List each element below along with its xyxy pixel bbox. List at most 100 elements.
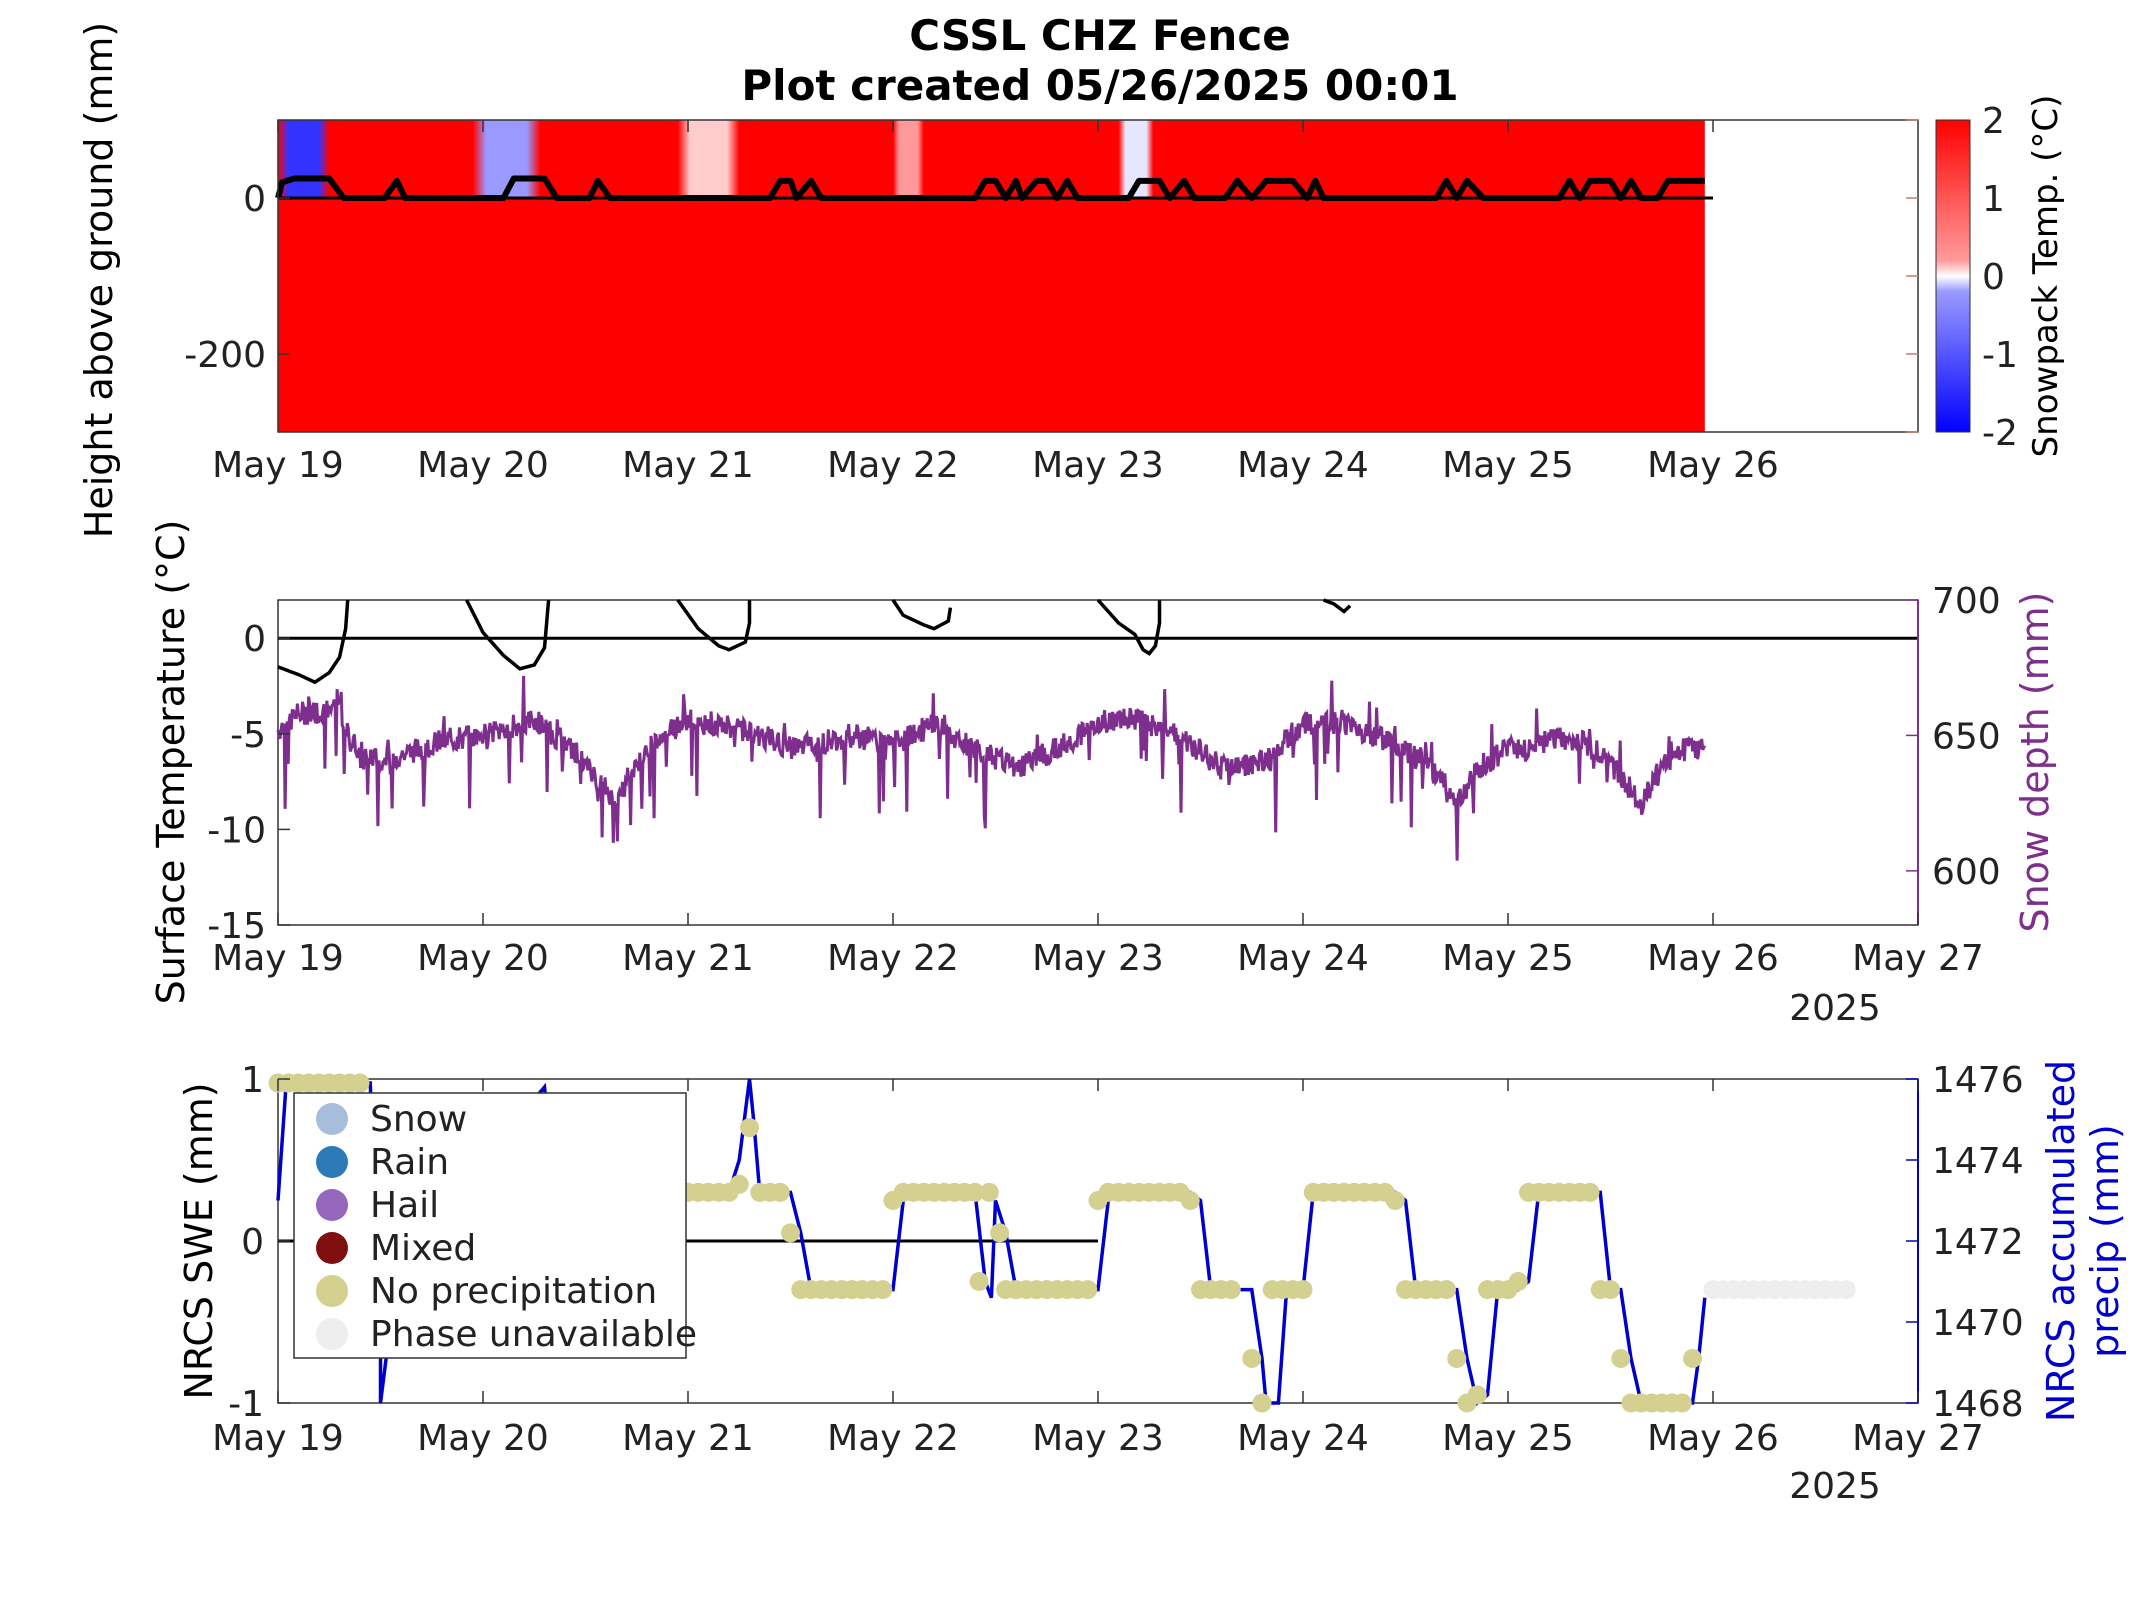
y-tick-label: 0 — [241, 1222, 264, 1263]
panel2-year-label: 2025 — [1789, 988, 1881, 1029]
y-tick-label: 1 — [241, 1060, 264, 1101]
no-precipitation-marker — [1611, 1348, 1631, 1368]
heatmap-cold-band — [278, 120, 330, 198]
x-tick-label: May 24 — [1237, 445, 1369, 486]
no-precipitation-marker — [990, 1223, 1010, 1243]
no-precipitation-marker — [1078, 1280, 1098, 1300]
heatmap-cold-band — [472, 120, 541, 198]
no-precipitation-marker — [770, 1182, 790, 1202]
panel2-y2-label: Snow depth (mm) — [2013, 592, 2057, 933]
no-precipitation-marker — [1447, 1348, 1467, 1368]
y-tick-label: 0 — [243, 619, 266, 660]
snow-depth-line — [276, 675, 1707, 861]
legend-label: Rain — [370, 1142, 449, 1183]
surface-temperature-line — [277, 599, 350, 685]
y-tick-label: 0 — [243, 179, 266, 220]
no-precipitation-marker — [1601, 1280, 1620, 1300]
y-tick-label: -10 — [207, 810, 266, 851]
no-precipitation-marker — [1180, 1191, 1200, 1210]
panel3-x-ticks: May 19 May 20 May 21 May 22 May 23 May 24 May … — [212, 1079, 1984, 1459]
chart-title: CSSL CHZ Fence — [909, 11, 1290, 60]
x-tick-label: May 23 — [1032, 445, 1164, 486]
no-precipitation-marker — [1385, 1191, 1405, 1210]
y2-tick-label: 1468 — [1932, 1384, 2024, 1425]
y-tick-label: -5 — [230, 715, 266, 756]
x-tick-label: May 20 — [417, 1418, 549, 1459]
colorbar-ticks: 2 1 0 -1 -2 — [1906, 101, 2018, 454]
legend-label: Snow — [370, 1099, 467, 1140]
x-tick-label: May 19 — [212, 938, 344, 979]
legend-marker — [316, 1318, 348, 1350]
panel3-year-label: 2025 — [1789, 1466, 1881, 1507]
no-precipitation-marker — [1580, 1182, 1600, 1202]
x-tick-label: May 20 — [417, 938, 549, 979]
x-tick-label: May 21 — [622, 1418, 754, 1459]
no-precipitation-marker — [1252, 1393, 1272, 1413]
y-tick-label: -200 — [184, 335, 266, 376]
x-tick-label: May 23 — [1032, 938, 1164, 979]
surface-temperature-line — [465, 599, 551, 671]
no-precipitation-marker — [969, 1272, 989, 1291]
surface-temperature-panel: 0 -5 -10 -15 700 650 600 May 19 May 20 May 21 Ma… — [149, 520, 2057, 1029]
phase-unavailable-marker — [1836, 1280, 1856, 1300]
no-precipitation-marker — [1293, 1280, 1313, 1300]
panel2-y2-ticks: 700 650 600 — [1906, 581, 2001, 925]
colorbar-tick-label: -1 — [1982, 335, 2018, 376]
y2-tick-label: 700 — [1932, 581, 2001, 622]
y2-tick-label: 1470 — [1932, 1303, 2024, 1344]
legend-box — [293, 1092, 687, 1359]
no-precipitation-marker — [1242, 1348, 1262, 1368]
legend-marker — [316, 1189, 348, 1221]
legend-label: Hail — [370, 1185, 439, 1226]
panel2-x-ticks: May 19 May 20 May 21 May 22 May 23 May 24 May … — [212, 913, 1984, 979]
legend-label: No precipitation — [370, 1271, 657, 1312]
colorbar-tick-label: 0 — [1982, 257, 2005, 298]
surface-temperature-line — [1322, 598, 1352, 614]
legend-label: Mixed — [370, 1228, 476, 1269]
colorbar-label: Snowpack Temp. (°C) — [2026, 95, 2066, 458]
no-precipitation-marker — [781, 1223, 800, 1243]
y2-tick-label: 650 — [1932, 716, 2001, 757]
legend-marker — [316, 1232, 348, 1264]
x-tick-label: May 21 — [622, 938, 754, 979]
no-precipitation-marker — [965, 1182, 985, 1202]
x-tick-label: May 19 — [212, 445, 344, 486]
x-tick-label: May 24 — [1237, 1418, 1369, 1459]
heatmap-cold-band — [893, 120, 924, 198]
panel1-y-label: Height above ground (mm) — [77, 22, 121, 539]
no-precipitation-marker — [1221, 1280, 1241, 1300]
x-tick-label: May 22 — [827, 1418, 959, 1459]
panel1-x-ticks: May 19 May 20 May 21 May 22 May 23 May 24 May … — [212, 120, 1779, 486]
y2-tick-label: 1476 — [1932, 1060, 2024, 1101]
x-tick-label: May 20 — [417, 445, 549, 486]
no-precipitation-marker — [350, 1073, 370, 1093]
y-tick-label: -15 — [207, 906, 266, 947]
x-tick-label: May 21 — [622, 445, 754, 486]
panel3-y-label: NRCS SWE (mm) — [177, 1082, 221, 1399]
no-precipitation-marker — [1437, 1280, 1456, 1300]
panel2-frame — [277, 599, 1919, 926]
x-tick-label: May 26 — [1647, 1418, 1779, 1459]
x-tick-label: May 25 — [1442, 1418, 1574, 1459]
no-precipitation-marker — [1508, 1272, 1528, 1291]
no-precipitation-marker — [1683, 1348, 1702, 1368]
x-tick-label: May 25 — [1442, 445, 1574, 486]
colorbar-tick-label: -2 — [1982, 413, 2018, 454]
snowpack-temperature-panel: 0-200 May 19 May 20 May 21 May 22 May 23 May … — [77, 22, 2066, 539]
colorbar-tick-label: 2 — [1982, 101, 2005, 142]
legend-marker — [316, 1103, 348, 1135]
x-tick-label: May 26 — [1647, 445, 1779, 486]
no-precipitation-marker — [729, 1174, 749, 1194]
no-precipitation-marker — [1672, 1393, 1692, 1413]
x-tick-label: May 26 — [1647, 938, 1779, 979]
colorbar — [1936, 120, 1970, 432]
x-tick-label: May 25 — [1442, 938, 1574, 979]
panel1-y-ticks: 0 -200 — [184, 179, 290, 376]
y2-tick-label: 600 — [1932, 852, 2001, 893]
panel3-y2-label-line1: NRCS accumulated — [2039, 1060, 2083, 1422]
y2-tick-label: 1472 — [1932, 1222, 2024, 1263]
legend-marker — [316, 1275, 348, 1307]
x-tick-label: May 27 — [1852, 1418, 1984, 1459]
